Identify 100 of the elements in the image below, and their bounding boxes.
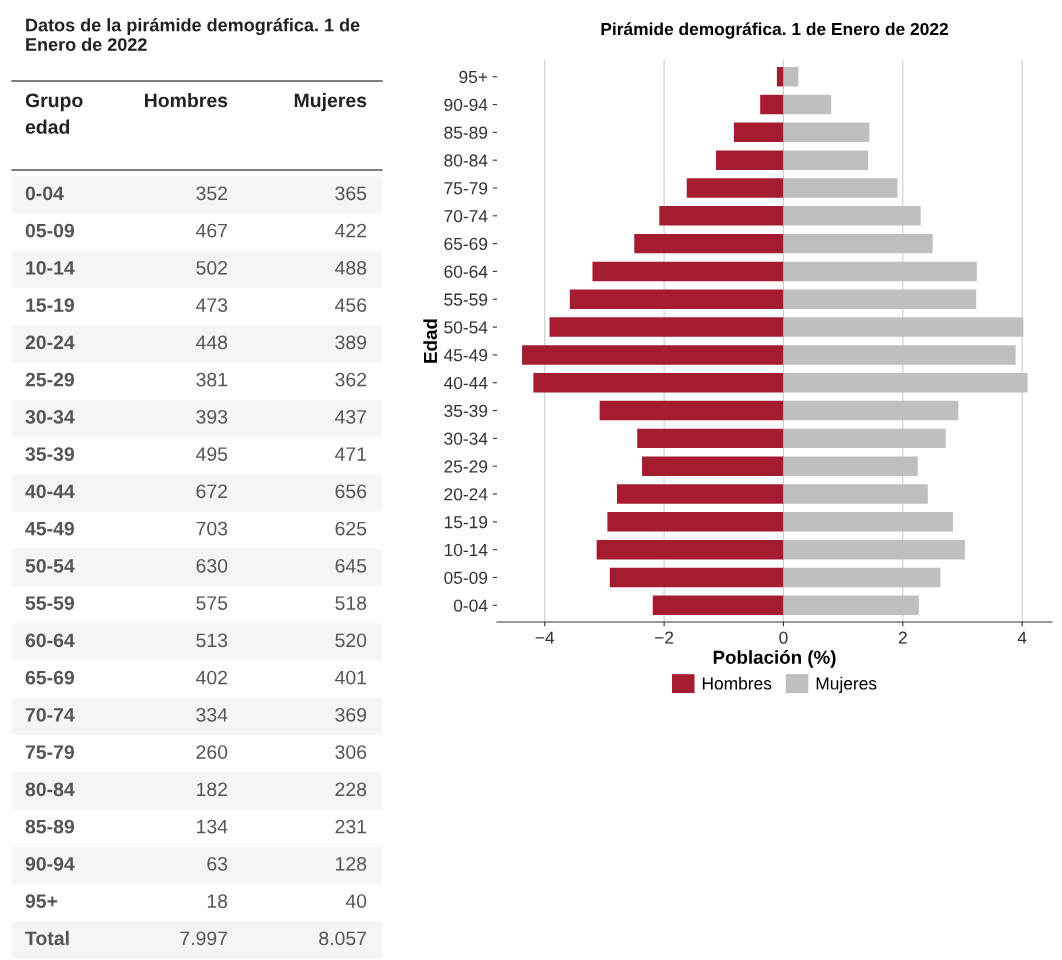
text: 656 <box>335 484 367 499</box>
bar <box>783 150 869 170</box>
text: 495 <box>196 447 228 461</box>
category-label: 50-54 <box>25 558 75 573</box>
text: 518 <box>335 596 367 610</box>
category-label: 55-59 <box>25 596 75 610</box>
text: 362 <box>335 372 367 387</box>
text: 7.997 <box>180 931 228 946</box>
y-tick-label: 05-09 <box>444 571 488 584</box>
y-tick-label: 70-74 <box>444 209 488 223</box>
bar <box>783 289 977 309</box>
y-tick-label: 35-39 <box>444 404 488 418</box>
x-tick-label: 0 <box>779 631 788 644</box>
bar <box>569 289 784 309</box>
bar <box>637 428 784 449</box>
bar <box>599 400 784 421</box>
bar <box>783 595 919 616</box>
text: 456 <box>335 298 367 312</box>
text: 18 <box>207 894 228 908</box>
category-label: 0-04 <box>25 186 64 201</box>
category-label: Grupo edad <box>25 93 83 134</box>
legend-label: Hombres <box>702 676 772 690</box>
text: 575 <box>196 596 228 610</box>
category-label: 15-19 <box>26 298 75 312</box>
bar <box>522 345 784 365</box>
text: 703 <box>196 521 228 536</box>
category-label: 95+ <box>25 894 58 908</box>
bar <box>592 261 784 282</box>
bar <box>642 456 784 476</box>
text: 401 <box>335 670 367 685</box>
category-label: 80-84 <box>25 782 75 797</box>
category-label: 25-29 <box>25 372 75 387</box>
text: 63 <box>207 856 228 871</box>
x-tick-label: 4 <box>1017 631 1027 644</box>
bar <box>783 206 921 226</box>
y-tick-label: 55-59 <box>444 293 488 306</box>
bar <box>783 567 941 588</box>
text: 402 <box>196 670 228 685</box>
text: 334 <box>196 707 228 722</box>
bar <box>549 317 784 337</box>
text: 134 <box>197 819 228 834</box>
category-label: Total <box>25 930 69 946</box>
text: 128 <box>336 856 367 871</box>
bar <box>783 484 928 504</box>
bar <box>533 373 784 393</box>
bar <box>783 317 1024 337</box>
x-tick-label: −4 <box>535 631 555 644</box>
bar <box>634 233 784 254</box>
text: 369 <box>335 707 367 722</box>
bar <box>716 150 784 170</box>
text: 672 <box>196 484 228 499</box>
bar <box>783 428 946 449</box>
text: 260 <box>196 745 228 759</box>
bar <box>783 345 1016 365</box>
text: 352 <box>196 186 228 201</box>
bar <box>783 66 799 87</box>
y-tick-label: 60-64 <box>444 265 488 278</box>
y-tick-label: 50-54 <box>444 321 488 334</box>
text: 8.057 <box>319 931 367 946</box>
text: 231 <box>335 819 367 834</box>
text: 448 <box>196 335 228 350</box>
category-label: 75-79 <box>25 745 75 759</box>
y-tick-label: 95+ <box>459 70 488 84</box>
legend-label: Mujeres <box>816 676 877 694</box>
y-tick-label: 25-29 <box>444 460 488 473</box>
text: 520 <box>335 633 367 648</box>
x-axis-title: Población (%) <box>713 649 836 668</box>
category-label: 05-09 <box>25 223 75 238</box>
text: 40 <box>345 894 367 908</box>
category-label: 45-49 <box>25 521 75 536</box>
text: 625 <box>335 521 367 536</box>
text: 228 <box>335 782 367 797</box>
y-tick-label: 85-89 <box>444 126 488 139</box>
bar <box>783 122 870 143</box>
y-tick-label: 80-84 <box>444 154 488 167</box>
bar <box>596 539 784 560</box>
bar <box>652 595 784 616</box>
text: 488 <box>335 260 367 275</box>
text: 473 <box>196 298 228 312</box>
text: 389 <box>335 335 367 350</box>
y-tick-label: 40-44 <box>443 376 488 390</box>
bar <box>760 94 784 115</box>
category-label: 85-89 <box>25 819 75 834</box>
bar <box>783 233 933 254</box>
bar <box>783 94 832 115</box>
text: 393 <box>196 409 228 424</box>
bar <box>783 178 898 198</box>
text: 467 <box>196 223 228 238</box>
text: 437 <box>335 409 367 424</box>
y-tick-label: 90-94 <box>444 98 488 111</box>
bar <box>609 567 784 588</box>
text: 381 <box>196 372 228 387</box>
y-axis-title: Edad <box>423 319 438 363</box>
text: 471 <box>335 447 367 461</box>
y-tick-label: 45-49 <box>443 349 488 362</box>
y-tick-label: 30-34 <box>444 432 488 445</box>
category-label: 35-39 <box>25 447 75 461</box>
bar <box>686 178 784 198</box>
category-label: 65-69 <box>25 670 75 685</box>
category-label: 70-74 <box>25 707 75 722</box>
